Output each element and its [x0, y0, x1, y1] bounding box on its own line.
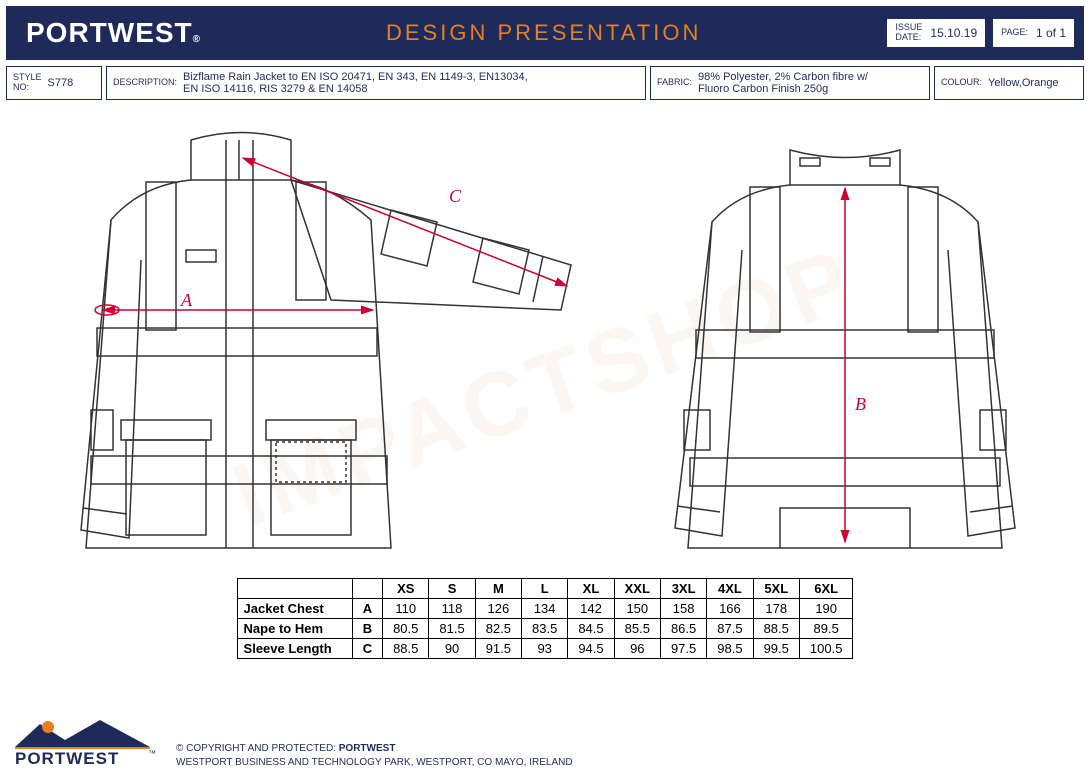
footer-copyright: © COPYRIGHT AND PROTECTED: PORTWEST	[176, 742, 573, 756]
size-column-header: M	[475, 579, 521, 599]
size-table-row: Nape to HemB80.581.582.583.584.585.586.5…	[237, 619, 853, 639]
issue-date-box: ISSUE DATE: 15.10.19	[887, 19, 985, 47]
size-value: 84.5	[568, 619, 614, 639]
size-column-header: L	[522, 579, 568, 599]
size-table-row: Jacket ChestA110118126134142150158166178…	[237, 599, 853, 619]
footer: PORTWEST ™ © COPYRIGHT AND PROTECTED: PO…	[10, 712, 573, 770]
measurement-name: Sleeve Length	[237, 639, 352, 659]
svg-text:™: ™	[148, 749, 156, 758]
size-value: 158	[660, 599, 706, 619]
style-no-label: STYLE NO:	[13, 73, 42, 93]
size-value: 100.5	[799, 639, 853, 659]
page-title: DESIGN PRESENTATION	[386, 20, 887, 46]
info-row: STYLE NO: S778 DESCRIPTION: Bizflame Rai…	[6, 66, 1084, 100]
brand-logo: PORTWEST®	[6, 17, 386, 49]
jacket-drawings: A C	[6, 110, 1084, 570]
size-value: 89.5	[799, 619, 853, 639]
size-value: 91.5	[475, 639, 521, 659]
description-label: DESCRIPTION:	[113, 78, 177, 88]
size-value: 86.5	[660, 619, 706, 639]
size-value: 190	[799, 599, 853, 619]
page-label: PAGE:	[1001, 28, 1028, 38]
measurement-a-label: A	[180, 290, 193, 310]
header-bar: PORTWEST® DESIGN PRESENTATION ISSUE DATE…	[6, 6, 1084, 60]
measurement-name: Jacket Chest	[237, 599, 352, 619]
fabric-value: 98% Polyester, 2% Carbon fibre w/ Fluoro…	[698, 71, 868, 95]
size-value: 118	[429, 599, 475, 619]
size-value: 178	[753, 599, 799, 619]
measurement-name: Nape to Hem	[237, 619, 352, 639]
footer-address: WESTPORT BUSINESS AND TECHNOLOGY PARK, W…	[176, 756, 573, 770]
size-value: 83.5	[522, 619, 568, 639]
size-value: 94.5	[568, 639, 614, 659]
size-value: 97.5	[660, 639, 706, 659]
jacket-back-drawing: B	[640, 110, 1060, 560]
size-value: 166	[707, 599, 753, 619]
size-value: 90	[429, 639, 475, 659]
jacket-front-drawing: A C	[31, 110, 591, 560]
size-value: 80.5	[383, 619, 429, 639]
size-table-row: Sleeve LengthC88.59091.59394.59697.598.5…	[237, 639, 853, 659]
fabric-label: FABRIC:	[657, 78, 692, 88]
measurement-code: A	[352, 599, 382, 619]
size-column-header: 3XL	[660, 579, 706, 599]
size-column-header: XS	[383, 579, 429, 599]
size-value: 82.5	[475, 619, 521, 639]
issue-date-label: ISSUE DATE:	[895, 23, 922, 43]
size-value: 96	[614, 639, 660, 659]
page-box: PAGE: 1 of 1	[993, 19, 1074, 47]
size-value: 110	[383, 599, 429, 619]
issue-date-value: 15.10.19	[930, 26, 977, 40]
size-value: 142	[568, 599, 614, 619]
size-value: 85.5	[614, 619, 660, 639]
size-column-header: XL	[568, 579, 614, 599]
size-value: 98.5	[707, 639, 753, 659]
size-value: 93	[522, 639, 568, 659]
colour-label: COLOUR:	[941, 78, 982, 88]
size-column-header: S	[429, 579, 475, 599]
size-value: 88.5	[383, 639, 429, 659]
page-value: 1 of 1	[1036, 26, 1066, 40]
size-column-header: 4XL	[707, 579, 753, 599]
description-value: Bizflame Rain Jacket to EN ISO 20471, EN…	[183, 71, 528, 95]
size-value: 134	[522, 599, 568, 619]
size-value: 81.5	[429, 619, 475, 639]
measurement-b-label: B	[855, 394, 866, 414]
size-column-header: 6XL	[799, 579, 853, 599]
style-no-value: S778	[48, 77, 74, 89]
size-value: 99.5	[753, 639, 799, 659]
measurement-code: B	[352, 619, 382, 639]
svg-text:PORTWEST: PORTWEST	[15, 749, 119, 768]
colour-value: Yellow,Orange	[988, 77, 1059, 89]
size-value: 88.5	[753, 619, 799, 639]
size-column-header: XXL	[614, 579, 660, 599]
measurement-code: C	[352, 639, 382, 659]
size-value: 126	[475, 599, 521, 619]
footer-logo: PORTWEST ™	[10, 712, 160, 770]
size-value: 87.5	[707, 619, 753, 639]
size-value: 150	[614, 599, 660, 619]
size-column-header: 5XL	[753, 579, 799, 599]
size-table: XSSMLXLXXL3XL4XL5XL6XL Jacket ChestA1101…	[237, 578, 854, 659]
measurement-c-label: C	[449, 186, 462, 206]
